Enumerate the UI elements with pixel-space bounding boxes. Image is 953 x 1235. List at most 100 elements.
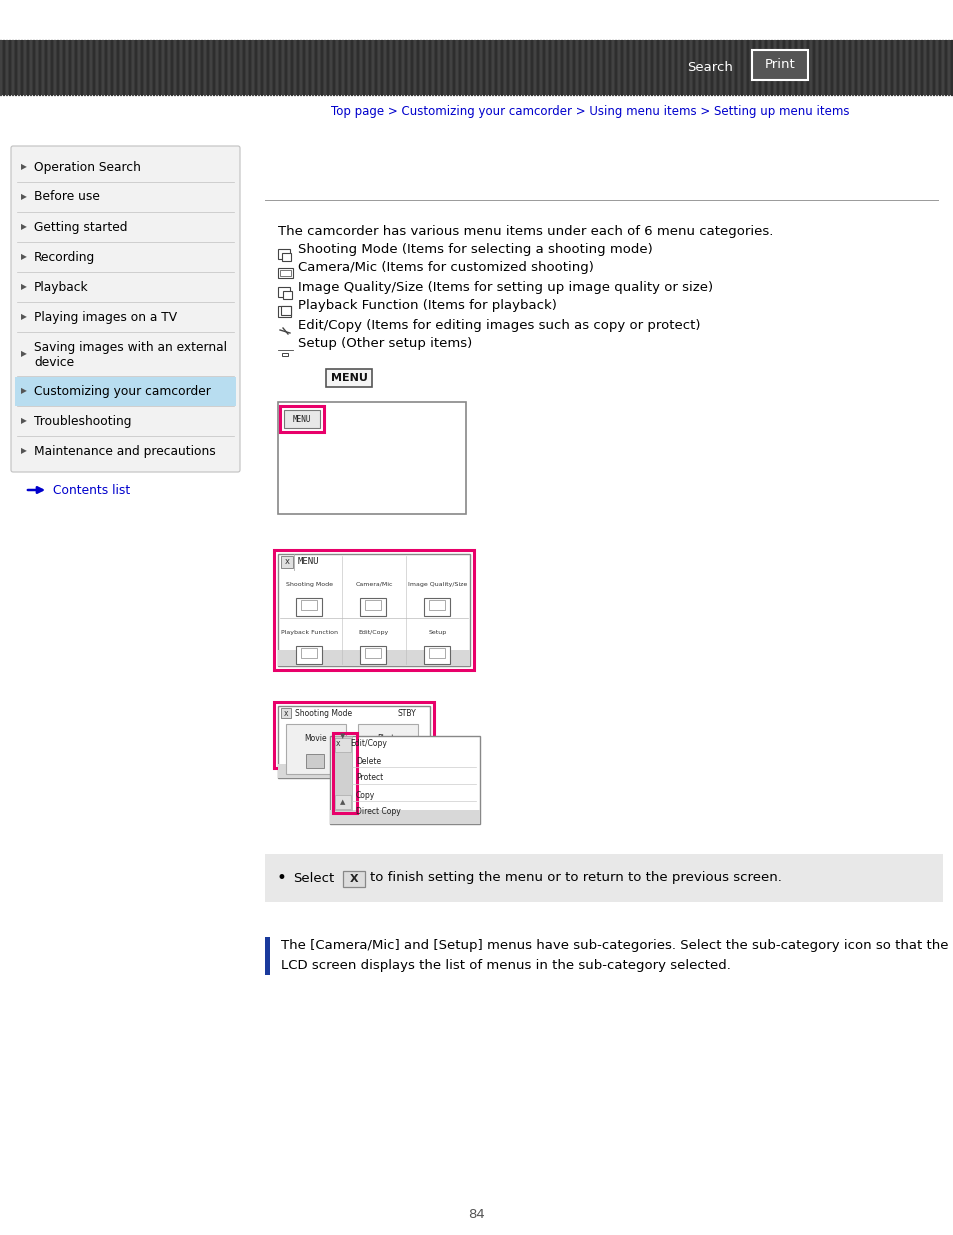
Bar bbox=[0, 40, 2, 95]
Bar bbox=[282, 253, 291, 261]
Bar bbox=[92, 40, 94, 95]
Bar bbox=[147, 40, 149, 95]
Bar bbox=[291, 40, 293, 95]
Bar bbox=[301, 648, 316, 658]
Bar bbox=[848, 40, 850, 95]
Text: Camera/Mic (Items for customized shooting): Camera/Mic (Items for customized shootin… bbox=[297, 262, 594, 274]
Bar bbox=[334, 736, 352, 810]
Bar bbox=[710, 40, 712, 95]
Text: Direct Copy: Direct Copy bbox=[355, 808, 400, 816]
Bar bbox=[516, 40, 517, 95]
Bar bbox=[48, 40, 50, 95]
Bar bbox=[722, 40, 723, 95]
Bar bbox=[950, 40, 951, 95]
Bar bbox=[594, 40, 595, 95]
Bar bbox=[450, 40, 451, 95]
Text: Edit/Copy (Items for editing images such as copy or protect): Edit/Copy (Items for editing images such… bbox=[297, 319, 700, 331]
Bar bbox=[887, 40, 888, 95]
Text: Protect: Protect bbox=[355, 773, 383, 783]
Bar bbox=[60, 40, 61, 95]
Bar bbox=[180, 40, 181, 95]
Bar bbox=[776, 40, 778, 95]
Text: •: • bbox=[275, 869, 286, 887]
Text: ▲: ▲ bbox=[340, 799, 345, 805]
Text: The [Camera/Mic] and [Setup] menus have sub-categories. Select the sub-category : The [Camera/Mic] and [Setup] menus have … bbox=[281, 939, 947, 952]
Text: Getting started: Getting started bbox=[34, 221, 128, 233]
Bar bbox=[785, 40, 786, 95]
Bar bbox=[947, 40, 948, 95]
Bar bbox=[102, 40, 103, 95]
Text: ▶: ▶ bbox=[21, 193, 27, 201]
Bar bbox=[485, 40, 487, 95]
Bar bbox=[845, 40, 846, 95]
Bar bbox=[277, 650, 470, 666]
Text: device: device bbox=[34, 357, 74, 369]
Bar bbox=[423, 646, 450, 664]
Text: Shooting Mode (Items for selecting a shooting mode): Shooting Mode (Items for selecting a sho… bbox=[297, 242, 652, 256]
Text: Camera/Mic: Camera/Mic bbox=[355, 582, 393, 587]
Bar bbox=[45, 40, 47, 95]
Bar bbox=[75, 40, 76, 95]
Bar bbox=[812, 40, 814, 95]
Bar bbox=[411, 40, 412, 95]
Bar bbox=[659, 40, 660, 95]
Bar bbox=[678, 40, 679, 95]
Bar bbox=[818, 40, 820, 95]
Bar bbox=[141, 40, 142, 95]
Text: Top page > Customizing your camcorder > Using menu items > Setting up menu items: Top page > Customizing your camcorder > … bbox=[331, 105, 848, 119]
Bar bbox=[384, 40, 385, 95]
Bar bbox=[615, 40, 616, 95]
Bar bbox=[743, 40, 744, 95]
Bar bbox=[866, 40, 867, 95]
Bar bbox=[704, 40, 706, 95]
Text: Playing images on a TV: Playing images on a TV bbox=[34, 310, 177, 324]
Bar bbox=[861, 40, 862, 95]
Bar bbox=[183, 40, 184, 95]
Text: MENU: MENU bbox=[331, 373, 367, 383]
Bar bbox=[135, 40, 136, 95]
Bar bbox=[429, 600, 444, 610]
Bar bbox=[309, 40, 310, 95]
Bar bbox=[689, 40, 691, 95]
Bar bbox=[581, 40, 583, 95]
Bar bbox=[884, 40, 885, 95]
Bar bbox=[851, 40, 853, 95]
Bar bbox=[168, 40, 170, 95]
Text: Troubleshooting: Troubleshooting bbox=[34, 415, 132, 427]
Bar bbox=[366, 40, 367, 95]
Bar bbox=[231, 40, 233, 95]
Bar bbox=[500, 40, 502, 95]
Bar bbox=[359, 40, 361, 95]
Bar bbox=[944, 40, 945, 95]
Bar bbox=[539, 40, 541, 95]
Text: Playback: Playback bbox=[34, 280, 89, 294]
Bar bbox=[474, 40, 475, 95]
Text: Movie: Movie bbox=[304, 734, 327, 743]
Bar bbox=[194, 40, 196, 95]
Bar bbox=[126, 40, 128, 95]
Bar bbox=[890, 40, 892, 95]
Bar bbox=[938, 40, 940, 95]
Bar bbox=[503, 40, 505, 95]
Bar bbox=[824, 40, 825, 95]
Bar bbox=[171, 40, 172, 95]
Bar bbox=[81, 40, 82, 95]
Bar bbox=[629, 40, 631, 95]
Bar bbox=[306, 755, 324, 768]
Bar bbox=[686, 40, 688, 95]
Bar bbox=[854, 40, 856, 95]
Bar bbox=[416, 40, 418, 95]
Bar bbox=[113, 40, 115, 95]
Bar bbox=[696, 40, 697, 95]
Bar bbox=[759, 40, 760, 95]
Bar bbox=[731, 40, 733, 95]
Text: Edit/Copy: Edit/Copy bbox=[350, 739, 387, 747]
Bar bbox=[198, 40, 199, 95]
Bar bbox=[359, 646, 386, 664]
Bar bbox=[914, 40, 916, 95]
Bar bbox=[363, 40, 364, 95]
Bar bbox=[426, 40, 427, 95]
Bar bbox=[348, 40, 349, 95]
Bar bbox=[815, 40, 817, 95]
Bar bbox=[57, 40, 58, 95]
